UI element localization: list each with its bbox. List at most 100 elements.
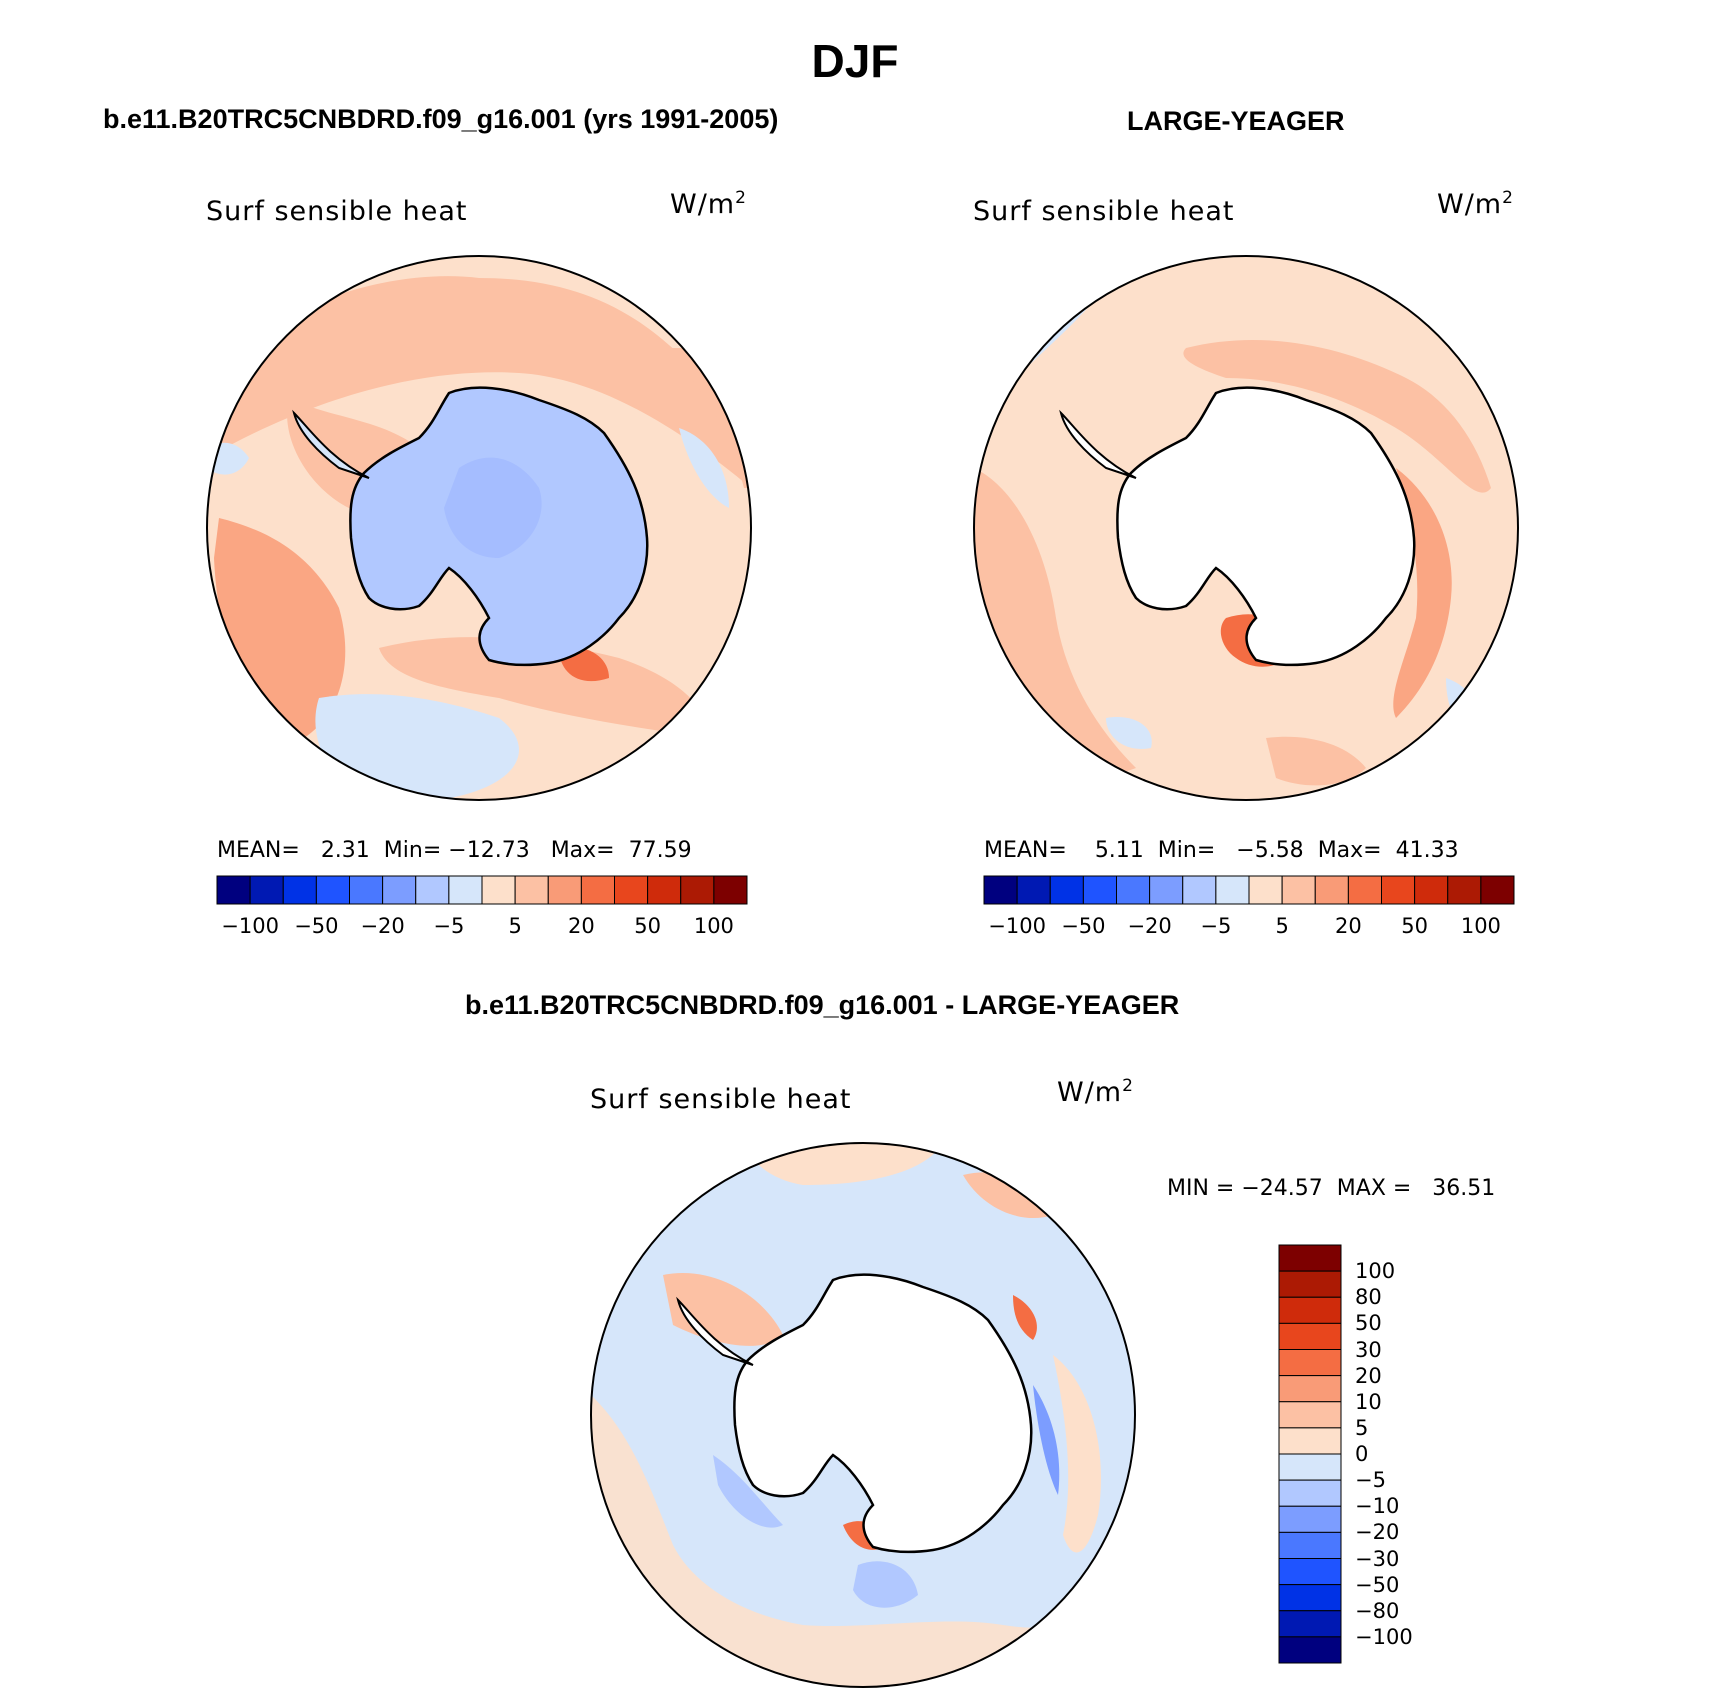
colorbar-tick-label: −80 bbox=[1355, 1598, 1400, 1623]
colorbar-swatch bbox=[1347, 875, 1382, 905]
colorbar-swatch bbox=[1278, 1479, 1342, 1507]
panel-model-variable: Surf sensible heat bbox=[206, 196, 468, 227]
colorbar-tick-label: 80 bbox=[1355, 1285, 1382, 1310]
colorbar-tick-label: 50 bbox=[634, 914, 661, 938]
panel-diff-variable: Surf sensible heat bbox=[590, 1084, 852, 1115]
colorbar-tick-label: −50 bbox=[294, 914, 339, 938]
panel-obs-colorbar-ticks: −100 −50 −20 −5 5 20 50 100 bbox=[984, 914, 1514, 944]
panel-diff-colorbar bbox=[1278, 1244, 1342, 1664]
colorbar-swatch bbox=[1182, 875, 1217, 905]
colorbar-swatch bbox=[315, 875, 350, 905]
colorbar-swatch bbox=[1381, 875, 1416, 905]
colorbar-swatch bbox=[614, 875, 649, 905]
colorbar-swatch bbox=[1278, 1270, 1342, 1298]
colorbar-swatch bbox=[1278, 1322, 1342, 1350]
colorbar-swatch bbox=[1278, 1610, 1342, 1638]
colorbar-swatch bbox=[1278, 1427, 1342, 1455]
colorbar-swatch bbox=[1278, 1558, 1342, 1586]
panel-obs-units: W/m2 bbox=[1437, 188, 1514, 220]
colorbar-swatch bbox=[713, 875, 748, 905]
colorbar-swatch bbox=[1278, 1505, 1342, 1533]
panel-diff-colorbar-ticks: 100 80 50 30 20 10 5 0 −5 −10 −20 −30 −50 −80 −100 bbox=[1355, 1245, 1455, 1665]
colorbar-tick-label: 50 bbox=[1401, 914, 1428, 938]
colorbar-tick-label: −100 bbox=[1355, 1624, 1413, 1649]
colorbar-swatch bbox=[1281, 875, 1316, 905]
colorbar-tick-label: 5 bbox=[1355, 1415, 1369, 1440]
colorbar-swatch bbox=[481, 875, 516, 905]
colorbar-swatch bbox=[1414, 875, 1449, 905]
colorbar-swatch bbox=[647, 875, 682, 905]
colorbar-tick-label: −30 bbox=[1355, 1546, 1400, 1571]
colorbar-tick-label: 100 bbox=[693, 914, 734, 938]
colorbar-swatch bbox=[1278, 1531, 1342, 1559]
panel-obs-header: LARGE-YEAGER bbox=[1127, 106, 1345, 136]
colorbar-swatch bbox=[1248, 875, 1283, 905]
panel-obs-variable: Surf sensible heat bbox=[973, 196, 1235, 227]
colorbar-swatch bbox=[1278, 1296, 1342, 1324]
panel-diff-map bbox=[590, 1142, 1136, 1688]
colorbar-tick-label: −20 bbox=[1355, 1520, 1400, 1545]
season-title: DJF bbox=[811, 35, 899, 87]
colorbar-swatch bbox=[216, 875, 251, 905]
colorbar-tick-label: 20 bbox=[568, 914, 595, 938]
colorbar-swatch bbox=[1215, 875, 1250, 905]
colorbar-tick-label: −100 bbox=[988, 914, 1046, 938]
colorbar-swatch bbox=[415, 875, 450, 905]
colorbar-swatch bbox=[680, 875, 715, 905]
colorbar-tick-label: 30 bbox=[1355, 1337, 1382, 1362]
panel-model-header: b.e11.B20TRC5CNBDRD.f09_g16.001 (yrs 199… bbox=[103, 104, 779, 134]
colorbar-swatch bbox=[580, 875, 615, 905]
colorbar-swatch bbox=[1278, 1584, 1342, 1612]
colorbar-tick-label: −10 bbox=[1355, 1494, 1400, 1519]
colorbar-tick-label: −20 bbox=[1127, 914, 1172, 938]
panel-obs-stats: MEAN= 5.11 Min= −5.58 Max= 41.33 bbox=[984, 838, 1459, 863]
colorbar-tick-label: −5 bbox=[1200, 914, 1232, 938]
colorbar-swatch bbox=[1314, 875, 1349, 905]
panel-diff-header: b.e11.B20TRC5CNBDRD.f09_g16.001 - LARGE-… bbox=[465, 990, 1180, 1020]
colorbar-swatch bbox=[1049, 875, 1084, 905]
colorbar-tick-label: −50 bbox=[1355, 1572, 1400, 1597]
colorbar-swatch bbox=[1278, 1636, 1342, 1664]
colorbar-swatch bbox=[1480, 875, 1515, 905]
colorbar-swatch bbox=[1278, 1349, 1342, 1377]
colorbar-tick-label: 5 bbox=[508, 914, 522, 938]
colorbar-tick-label: 5 bbox=[1275, 914, 1289, 938]
colorbar-swatch bbox=[1278, 1401, 1342, 1429]
panel-obs-map bbox=[973, 255, 1519, 801]
colorbar-swatch bbox=[1016, 875, 1051, 905]
colorbar-tick-label: 100 bbox=[1355, 1259, 1396, 1284]
colorbar-tick-label: −100 bbox=[221, 914, 279, 938]
colorbar-swatch bbox=[547, 875, 582, 905]
colorbar-swatch bbox=[349, 875, 384, 905]
colorbar-swatch bbox=[1447, 875, 1482, 905]
panel-model-units: W/m2 bbox=[670, 188, 747, 220]
panel-diff-units: W/m2 bbox=[1057, 1076, 1134, 1108]
colorbar-swatch bbox=[514, 875, 549, 905]
colorbar-swatch bbox=[249, 875, 284, 905]
colorbar-tick-label: −20 bbox=[360, 914, 405, 938]
panel-model-colorbar-ticks: −100 −50 −20 −5 5 20 50 100 bbox=[217, 914, 747, 944]
colorbar-swatch bbox=[448, 875, 483, 905]
colorbar-swatch bbox=[1149, 875, 1184, 905]
colorbar-tick-label: −50 bbox=[1061, 914, 1106, 938]
colorbar-swatch bbox=[1278, 1244, 1342, 1272]
colorbar-tick-label: 0 bbox=[1355, 1442, 1369, 1466]
colorbar-swatch bbox=[1116, 875, 1151, 905]
colorbar-tick-label: −5 bbox=[433, 914, 465, 938]
panel-model-colorbar bbox=[216, 875, 748, 905]
colorbar-swatch bbox=[983, 875, 1018, 905]
colorbar-swatch bbox=[1278, 1453, 1342, 1481]
colorbar-tick-label: 20 bbox=[1355, 1363, 1382, 1388]
panel-model-stats: MEAN= 2.31 Min= −12.73 Max= 77.59 bbox=[217, 838, 692, 863]
colorbar-tick-label: 50 bbox=[1355, 1311, 1382, 1336]
colorbar-tick-label: 20 bbox=[1335, 914, 1362, 938]
colorbar-tick-label: 10 bbox=[1355, 1389, 1382, 1414]
panel-diff-stats: MIN = −24.57 MAX = 36.51 bbox=[1167, 1176, 1496, 1201]
colorbar-tick-label: −5 bbox=[1355, 1468, 1386, 1493]
panel-obs-colorbar bbox=[983, 875, 1515, 905]
colorbar-tick-label: 100 bbox=[1460, 914, 1501, 938]
colorbar-swatch bbox=[282, 875, 317, 905]
colorbar-swatch bbox=[1278, 1375, 1342, 1403]
colorbar-swatch bbox=[1082, 875, 1117, 905]
colorbar-swatch bbox=[382, 875, 417, 905]
